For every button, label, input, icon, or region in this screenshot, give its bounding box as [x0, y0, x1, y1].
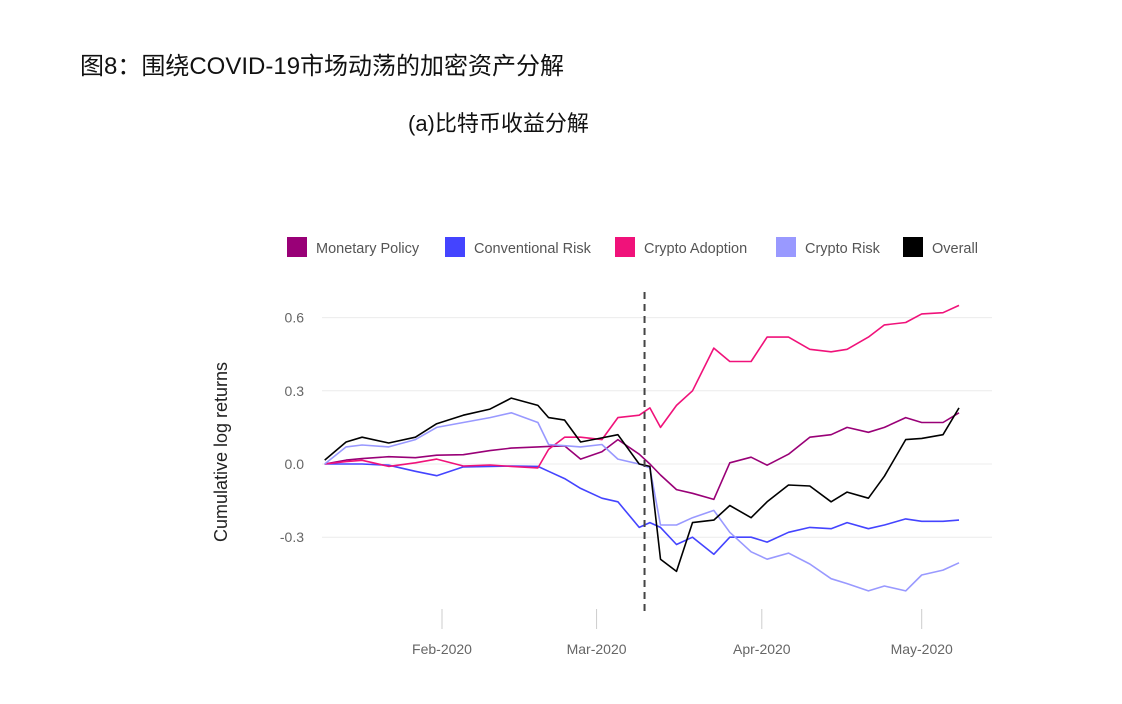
- y-tick-label: 0.0: [285, 456, 305, 472]
- series-line-monetary-policy: [324, 412, 960, 501]
- series-line-overall: [324, 397, 960, 573]
- legend-label: Crypto Risk: [805, 241, 881, 257]
- legend-swatch-overall: [903, 237, 923, 257]
- series-line-crypto-adoption: [324, 304, 960, 469]
- legend-label: Crypto Adoption: [644, 241, 747, 257]
- legend-label: Conventional Risk: [474, 241, 592, 257]
- legend-swatch-crypto-adoption: [615, 237, 635, 257]
- x-tick-label: Apr-2020: [733, 641, 791, 657]
- x-tick-label: Feb-2020: [412, 641, 472, 657]
- figure-subtitle: (a)比特币收益分解: [408, 111, 589, 136]
- series-line-crypto-risk: [324, 411, 960, 592]
- x-tick-label: May-2020: [891, 641, 953, 657]
- figure-title: 图8：围绕COVID-19市场动荡的加密资产分解: [80, 53, 565, 80]
- y-axis-label: Cumulative log returns: [211, 362, 231, 542]
- legend-swatch-conventional-risk: [445, 237, 465, 257]
- x-tick-label: Mar-2020: [567, 641, 627, 657]
- y-tick-label: -0.3: [280, 529, 304, 545]
- legend-label: Overall: [932, 241, 978, 257]
- series-line-conventional-risk: [324, 463, 960, 556]
- legend-swatch-crypto-risk: [776, 237, 796, 257]
- legend-label: Monetary Policy: [316, 241, 420, 257]
- y-tick-label: 0.3: [285, 383, 305, 399]
- legend-swatch-monetary-policy: [287, 237, 307, 257]
- y-tick-label: 0.6: [285, 310, 305, 326]
